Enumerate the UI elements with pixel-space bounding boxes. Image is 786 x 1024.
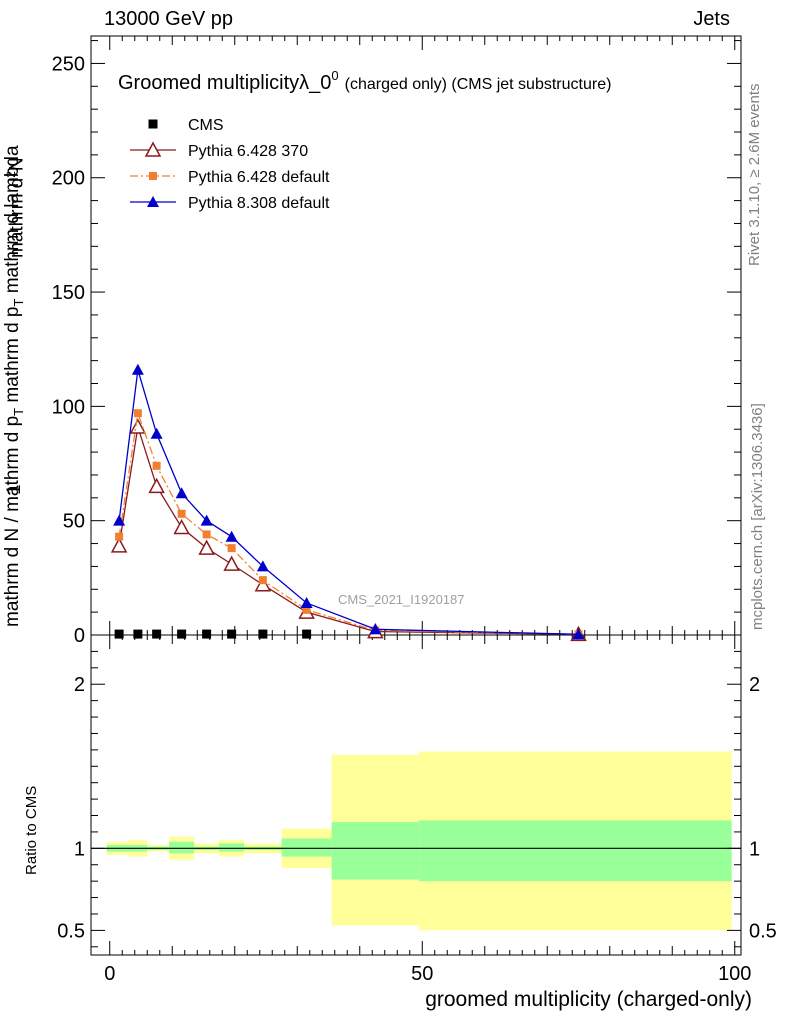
- watermark: CMS_2021_I1920187: [338, 592, 465, 607]
- series-point: [115, 532, 124, 541]
- series-point: [198, 539, 215, 555]
- series-point: [113, 514, 126, 526]
- y-tick-label-upper: 250: [52, 53, 85, 75]
- series-point: [202, 530, 211, 539]
- legend-label: CMS: [188, 117, 224, 134]
- y-tick-label-lower-left: 0.5: [57, 920, 85, 942]
- y-tick-label-lower-left: 1: [74, 838, 85, 860]
- legend-marker: [149, 172, 157, 180]
- series-point: [129, 418, 147, 434]
- cms-data-point: [152, 629, 162, 639]
- series-point: [177, 509, 186, 518]
- legend-marker: [144, 141, 162, 157]
- series-point: [152, 461, 161, 470]
- series-point: [150, 427, 163, 439]
- cms-data-point: [227, 629, 237, 639]
- ratio-band-inner: [331, 822, 420, 880]
- y-tick-label-upper: 200: [52, 168, 85, 190]
- legend-marker: [148, 119, 158, 129]
- series-point: [227, 544, 236, 553]
- series-point: [572, 628, 585, 640]
- y-tick-label-lower-left: 2: [74, 674, 85, 696]
- cms-data-point: [202, 629, 212, 639]
- x-tick-label: 50: [411, 963, 433, 985]
- series-point: [110, 537, 128, 553]
- header-right: Jets: [693, 8, 730, 30]
- x-axis-title: groomed multiplicity (charged-only): [425, 988, 752, 1011]
- cms-data-point: [302, 629, 312, 639]
- y-tick-label-upper: 0: [74, 625, 85, 647]
- cms-data-point: [114, 629, 124, 639]
- series-point: [254, 576, 272, 592]
- lower-frame: [90, 634, 742, 956]
- ratio-band-inner: [281, 838, 332, 857]
- series-point: [256, 560, 269, 572]
- series-point: [200, 514, 213, 526]
- chart-title: Groomed multiplicityλ_00(charged only) (…: [118, 68, 611, 94]
- series-point: [148, 477, 165, 494]
- series-point: [175, 487, 188, 499]
- y-tick-label-upper: 150: [52, 282, 85, 304]
- x-tick-label: 0: [104, 963, 115, 985]
- ratio-band-inner: [419, 820, 732, 882]
- series-line: [118, 369, 579, 635]
- legend-label: Pythia 8.308 default: [188, 195, 330, 212]
- ratio-band-inner: [169, 841, 195, 854]
- series-point: [258, 576, 267, 585]
- series-point: [173, 518, 190, 535]
- ratio-band-inner: [219, 843, 245, 852]
- y-tick-label-lower-right: 2: [749, 674, 760, 696]
- legend-marker: [147, 196, 159, 207]
- y-tick-label-lower-right: 1: [749, 838, 760, 860]
- series-point: [225, 530, 238, 542]
- series-point: [300, 596, 313, 608]
- cms-data-point: [258, 629, 268, 639]
- legend-label: Pythia 6.428 default: [188, 169, 330, 186]
- y-tick-label-upper: 100: [52, 396, 85, 418]
- cms-data-point: [177, 629, 187, 639]
- legend-label: Pythia 6.428 370: [188, 143, 308, 160]
- series-point: [302, 605, 311, 614]
- y-tick-label-lower-right: 0.5: [749, 920, 777, 942]
- series-line: [118, 426, 579, 635]
- cms-data-point: [133, 629, 143, 639]
- series-point: [131, 363, 144, 375]
- header-left: 13000 GeV pp: [104, 8, 233, 30]
- x-tick-label: 100: [718, 963, 751, 985]
- series-point: [133, 409, 142, 418]
- series-point: [223, 555, 240, 571]
- y-tick-label-upper: 50: [63, 511, 85, 533]
- series-point: [369, 623, 382, 635]
